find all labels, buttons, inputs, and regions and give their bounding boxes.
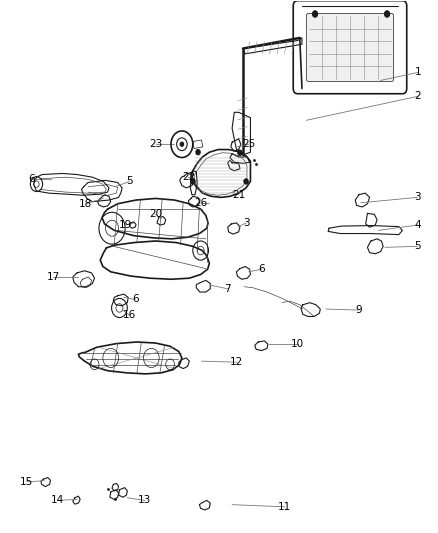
Circle shape bbox=[238, 150, 242, 156]
Text: 21: 21 bbox=[232, 190, 245, 200]
Circle shape bbox=[196, 150, 200, 155]
Text: 4: 4 bbox=[414, 220, 421, 230]
Text: 15: 15 bbox=[20, 477, 34, 487]
Text: 18: 18 bbox=[79, 199, 92, 209]
Circle shape bbox=[244, 179, 248, 184]
Text: 6: 6 bbox=[132, 294, 138, 304]
Text: 22: 22 bbox=[182, 172, 195, 182]
Text: 10: 10 bbox=[291, 338, 304, 349]
Text: 25: 25 bbox=[242, 139, 255, 149]
Circle shape bbox=[191, 179, 195, 184]
Circle shape bbox=[385, 11, 390, 17]
Text: 16: 16 bbox=[123, 310, 136, 320]
Text: 11: 11 bbox=[278, 502, 291, 512]
Text: 9: 9 bbox=[355, 305, 362, 315]
Text: 19: 19 bbox=[119, 220, 132, 230]
Text: 12: 12 bbox=[230, 357, 243, 367]
Text: 14: 14 bbox=[51, 495, 64, 505]
Text: 26: 26 bbox=[194, 198, 207, 208]
FancyBboxPatch shape bbox=[306, 13, 394, 82]
Text: 23: 23 bbox=[149, 139, 162, 149]
Text: 5: 5 bbox=[414, 241, 421, 251]
Text: 20: 20 bbox=[149, 209, 162, 220]
Text: 3: 3 bbox=[243, 218, 249, 228]
Text: 13: 13 bbox=[138, 495, 152, 505]
Text: 3: 3 bbox=[414, 192, 421, 203]
Text: 17: 17 bbox=[46, 272, 60, 282]
Text: 7: 7 bbox=[224, 284, 231, 294]
Text: 6: 6 bbox=[258, 264, 265, 274]
Circle shape bbox=[312, 11, 318, 17]
Text: 6: 6 bbox=[28, 174, 35, 184]
Circle shape bbox=[180, 142, 184, 147]
Text: 5: 5 bbox=[126, 176, 133, 187]
Text: 2: 2 bbox=[414, 91, 421, 101]
Text: 1: 1 bbox=[414, 68, 421, 77]
